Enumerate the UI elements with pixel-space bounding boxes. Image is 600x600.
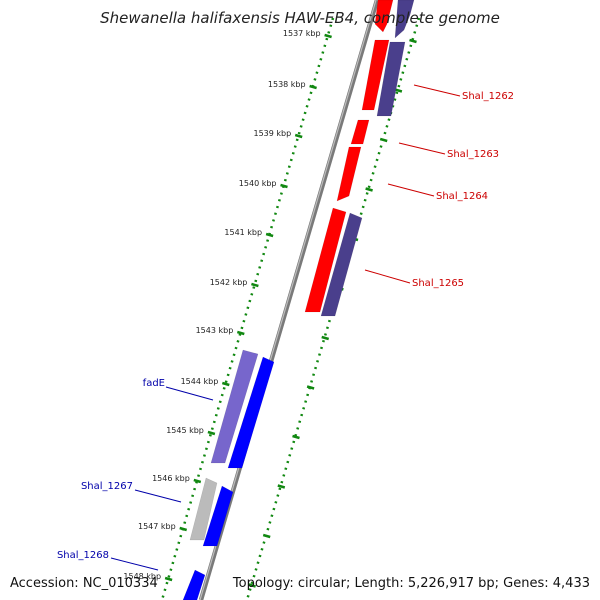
label-lines	[110, 84, 461, 571]
gene-arrow[interactable]	[320, 212, 363, 317]
kbp-label: 1540 kbp	[239, 179, 277, 188]
gene-arrow[interactable]	[350, 119, 370, 145]
kbp-label: 1538 kbp	[268, 80, 306, 89]
genes	[182, 0, 415, 600]
kbp-label: 1547 kbp	[138, 522, 176, 531]
kbp-label: 1539 kbp	[253, 129, 291, 138]
gene-arrow[interactable]	[182, 569, 206, 600]
gene-arrow[interactable]	[202, 485, 234, 547]
gene-arrow[interactable]	[210, 349, 259, 464]
major-tick	[236, 330, 245, 336]
major-tick	[280, 183, 288, 189]
gene-arrow[interactable]	[376, 41, 406, 117]
inner-tick	[248, 583, 256, 588]
gene-labels: Shal_1262 Shal_1263 Shal_1264 Shal_1265 fadE…	[57, 91, 514, 561]
gene-label[interactable]: Shal_1264	[436, 191, 488, 202]
major-tick	[324, 33, 332, 39]
label-connector	[110, 557, 159, 571]
kbp-label: 1541 kbp	[224, 228, 262, 237]
kbp-label: 1542 kbp	[210, 278, 248, 287]
inner-tick	[409, 38, 417, 44]
inner-tick	[365, 187, 373, 192]
label-connector	[165, 386, 214, 401]
inner-tick	[262, 533, 271, 539]
gene-arrow[interactable]	[189, 477, 218, 541]
kbp-label: 1537 kbp	[283, 29, 321, 38]
kbp-label: 1544 kbp	[181, 377, 219, 386]
major-tick	[193, 478, 202, 484]
kbp-label: 1546 kbp	[152, 474, 190, 483]
major-ticks	[164, 33, 332, 582]
inner-tick	[277, 484, 286, 489]
topology-text: Topology: circular; Length: 5,226,917 bp…	[232, 576, 590, 591]
accession-text: Accession: NC_010334	[10, 576, 158, 591]
gene-label[interactable]: Shal_1263	[447, 149, 499, 160]
gene-label[interactable]: Shal_1267	[81, 481, 133, 492]
major-tick	[309, 84, 317, 90]
inner-tick	[321, 335, 330, 341]
kbp-label: 1545 kbp	[166, 426, 204, 435]
inner-tick	[394, 88, 403, 93]
kbp-label: 1548 kbp	[123, 572, 161, 581]
kbp-label: 1543 kbp	[196, 326, 234, 335]
gene-arrow[interactable]	[361, 39, 390, 111]
major-tick	[265, 232, 274, 238]
major-tick	[179, 526, 188, 532]
gene-label[interactable]: Shal_1262	[462, 91, 514, 102]
label-connector	[364, 269, 411, 284]
major-tick	[294, 133, 303, 139]
gene-arrow[interactable]	[336, 146, 362, 202]
gene-label[interactable]: fadE	[143, 378, 165, 389]
inner-tick	[379, 137, 388, 143]
label-connector	[387, 183, 435, 197]
gene-arrow[interactable]	[304, 207, 347, 313]
gene-label[interactable]: Shal_1268	[57, 550, 109, 561]
inner-tick	[292, 434, 300, 440]
kbp-labels: 1537 kbp 1538 kbp 1539 kbp 1540 kbp 1541 kbp…	[123, 29, 320, 581]
inner-tick-track	[245, 17, 421, 600]
gene-arrow[interactable]	[227, 356, 275, 469]
gene-arrow[interactable]	[394, 0, 415, 39]
major-tick	[164, 576, 173, 582]
label-connector	[413, 84, 461, 97]
gene-label[interactable]: Shal_1265	[412, 278, 464, 289]
major-tick	[221, 381, 230, 387]
label-connector	[398, 142, 446, 155]
major-tick	[207, 430, 216, 436]
gene-arrow[interactable]	[374, 0, 394, 33]
map-title: Shewanella halifaxensis HAW-EB4, complet…	[100, 9, 500, 27]
outer-tick-track	[160, 17, 335, 600]
label-connector	[134, 489, 182, 503]
major-tick	[251, 282, 259, 288]
inner-tick	[306, 385, 315, 390]
